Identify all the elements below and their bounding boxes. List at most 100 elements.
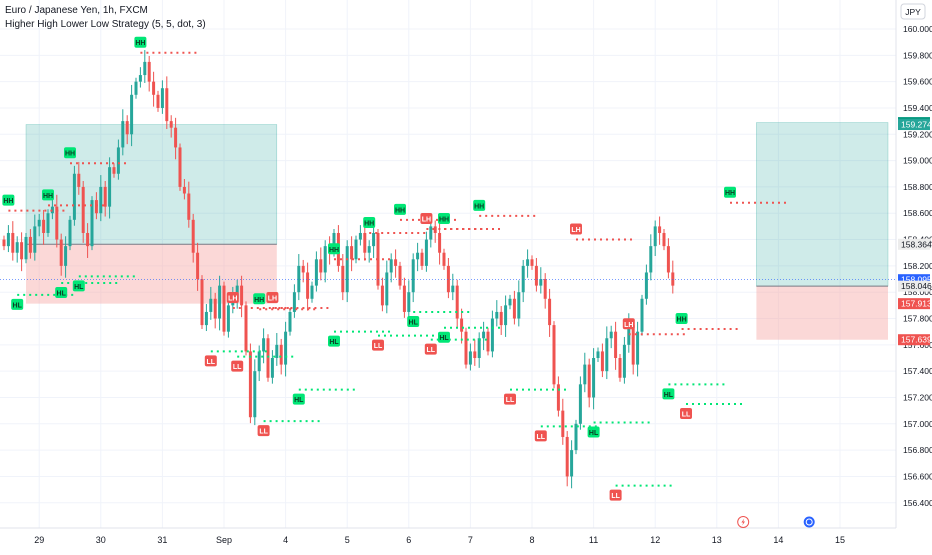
candle[interactable] xyxy=(640,298,644,332)
hl-label[interactable] xyxy=(438,331,450,343)
hh-label[interactable] xyxy=(328,243,340,255)
candle[interactable] xyxy=(429,226,433,240)
candle[interactable] xyxy=(292,292,296,312)
profit-zone[interactable] xyxy=(756,122,889,287)
candle[interactable] xyxy=(420,252,424,266)
candle[interactable] xyxy=(68,219,72,247)
ll-label[interactable] xyxy=(257,425,270,437)
candle[interactable] xyxy=(213,298,217,319)
hh-label[interactable] xyxy=(253,293,266,305)
candle[interactable] xyxy=(81,186,85,233)
candle[interactable] xyxy=(178,147,182,187)
hh-label[interactable] xyxy=(42,189,54,201)
candle[interactable] xyxy=(37,219,41,227)
price-tag[interactable] xyxy=(898,274,930,286)
candle[interactable] xyxy=(218,285,222,319)
candle[interactable] xyxy=(350,246,354,260)
hh-label[interactable] xyxy=(134,36,147,48)
candle[interactable] xyxy=(323,246,327,273)
ll-label[interactable] xyxy=(534,430,547,442)
ll-label[interactable] xyxy=(424,343,437,355)
candle[interactable] xyxy=(42,219,46,233)
candle[interactable] xyxy=(389,259,393,273)
candle[interactable] xyxy=(284,331,288,365)
candle[interactable] xyxy=(477,338,481,358)
ll-label[interactable] xyxy=(231,360,244,372)
hl-label[interactable] xyxy=(328,335,340,347)
candle[interactable] xyxy=(248,351,252,418)
candle[interactable] xyxy=(363,232,367,253)
candle[interactable] xyxy=(424,239,428,266)
hl-label[interactable] xyxy=(292,393,305,405)
candle[interactable] xyxy=(257,351,261,372)
candle[interactable] xyxy=(473,351,477,358)
candle[interactable] xyxy=(644,272,648,299)
hl-label[interactable] xyxy=(72,280,85,292)
event-earnings-icon[interactable] xyxy=(803,516,815,528)
candle[interactable] xyxy=(543,279,547,299)
candle[interactable] xyxy=(174,127,178,148)
candle[interactable] xyxy=(345,246,349,293)
candle[interactable] xyxy=(416,252,420,260)
candle[interactable] xyxy=(77,173,81,187)
candle[interactable] xyxy=(33,226,37,253)
candle[interactable] xyxy=(614,331,618,358)
hl-label[interactable] xyxy=(587,426,600,438)
hl-label[interactable] xyxy=(55,286,68,298)
candle[interactable] xyxy=(561,410,565,437)
candle[interactable] xyxy=(108,167,112,207)
candle[interactable] xyxy=(332,232,336,253)
candle[interactable] xyxy=(433,226,437,233)
candle[interactable] xyxy=(222,285,226,332)
lh-label[interactable] xyxy=(226,291,239,303)
candle[interactable] xyxy=(622,344,626,378)
candle[interactable] xyxy=(407,292,411,312)
loss-zone[interactable] xyxy=(756,286,888,340)
lh-label[interactable] xyxy=(420,213,433,225)
candle[interactable] xyxy=(301,265,305,273)
candle[interactable] xyxy=(244,305,248,352)
candle[interactable] xyxy=(380,285,384,306)
candle[interactable] xyxy=(631,325,635,365)
candle[interactable] xyxy=(468,351,472,365)
hh-label[interactable] xyxy=(675,313,688,325)
ll-label[interactable] xyxy=(609,489,622,501)
candle[interactable] xyxy=(2,239,6,247)
candle[interactable] xyxy=(605,338,609,372)
candle[interactable] xyxy=(288,311,292,332)
lh-label[interactable] xyxy=(266,291,279,303)
candle[interactable] xyxy=(262,338,266,352)
candle[interactable] xyxy=(143,61,147,76)
ll-label[interactable] xyxy=(504,393,516,405)
candle[interactable] xyxy=(508,298,512,306)
candle[interactable] xyxy=(658,226,662,233)
candle[interactable] xyxy=(539,279,543,286)
candle[interactable] xyxy=(310,285,314,299)
profit-zone[interactable] xyxy=(25,124,278,245)
candle[interactable] xyxy=(486,331,490,352)
candle[interactable] xyxy=(402,285,406,312)
candle[interactable] xyxy=(517,292,521,319)
candle[interactable] xyxy=(182,186,186,194)
ll-label[interactable] xyxy=(680,408,692,420)
hh-label[interactable] xyxy=(438,213,450,225)
price-tag[interactable] xyxy=(898,334,930,346)
candle[interactable] xyxy=(240,285,244,306)
candle[interactable] xyxy=(99,186,103,214)
candle[interactable] xyxy=(482,331,486,339)
hh-label[interactable] xyxy=(2,194,15,206)
candle[interactable] xyxy=(530,259,534,266)
candle[interactable] xyxy=(279,344,283,365)
candle[interactable] xyxy=(464,331,468,365)
price-tag[interactable] xyxy=(898,238,930,250)
candle[interactable] xyxy=(596,351,600,358)
candle[interactable] xyxy=(534,265,538,286)
lh-label[interactable] xyxy=(622,318,635,330)
candle[interactable] xyxy=(46,213,50,233)
candle[interactable] xyxy=(587,364,591,398)
candle[interactable] xyxy=(130,94,134,135)
candle[interactable] xyxy=(160,88,164,108)
candle[interactable] xyxy=(662,232,666,247)
